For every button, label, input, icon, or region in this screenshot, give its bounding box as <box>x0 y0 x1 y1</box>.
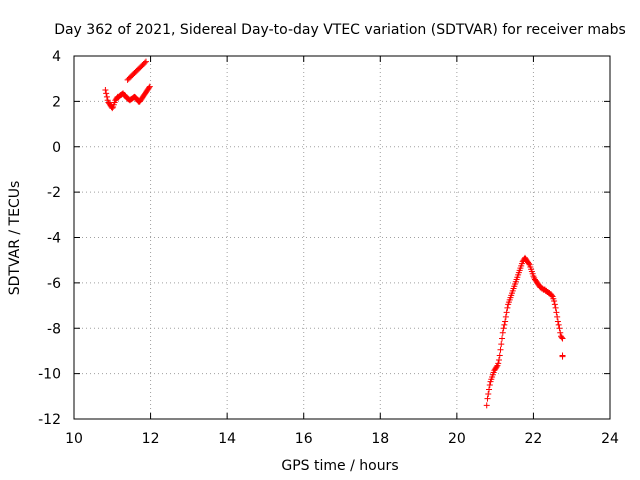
data-point <box>559 352 566 359</box>
x-tick-label: 10 <box>65 431 83 447</box>
y-tick-label: 4 <box>52 49 61 65</box>
data-point <box>109 105 116 112</box>
y-tick-label: -12 <box>38 412 61 428</box>
data-point <box>558 334 565 341</box>
data-point <box>495 360 502 367</box>
data-point <box>146 84 153 91</box>
data-point <box>103 93 110 100</box>
data-point <box>493 363 500 370</box>
data-point <box>483 402 490 409</box>
x-tick-label: 12 <box>142 431 160 447</box>
data-point <box>554 318 561 325</box>
data-point <box>504 304 511 311</box>
data-point <box>551 301 558 308</box>
data-point <box>141 59 148 66</box>
data-point <box>499 329 506 336</box>
data-point <box>525 260 532 267</box>
x-tick-label: 18 <box>371 431 389 447</box>
data-point <box>551 298 558 305</box>
data-points <box>102 58 566 409</box>
data-point <box>103 90 110 97</box>
data-point <box>500 325 507 332</box>
y-tick-label: -10 <box>38 367 61 383</box>
data-point <box>484 395 491 402</box>
x-tick-label: 22 <box>525 431 543 447</box>
data-point <box>497 346 504 353</box>
data-point <box>102 87 109 94</box>
data-point <box>498 341 505 348</box>
data-point <box>552 304 559 311</box>
data-point <box>495 357 502 364</box>
y-tick-label: -8 <box>47 321 61 337</box>
data-point <box>555 321 562 328</box>
x-tick-label: 24 <box>601 431 619 447</box>
data-point <box>553 309 560 316</box>
y-axis-label: SDTVAR / TECUs <box>7 181 23 296</box>
y-tick-label: -6 <box>47 276 61 292</box>
x-tick-label: 20 <box>448 431 466 447</box>
data-point <box>557 329 564 336</box>
data-point <box>556 325 563 332</box>
y-tick-label: 2 <box>52 94 61 110</box>
data-point <box>501 321 508 328</box>
data-point <box>142 58 149 65</box>
x-tick-label: 16 <box>295 431 313 447</box>
data-point <box>502 313 509 320</box>
data-point <box>496 352 503 359</box>
x-tick-label: 14 <box>218 431 236 447</box>
data-point <box>485 391 492 398</box>
y-tick-label: -4 <box>47 231 61 247</box>
data-point <box>548 292 555 299</box>
data-point <box>499 335 506 342</box>
grid <box>74 56 610 419</box>
y-tick-label: 0 <box>52 140 61 156</box>
data-point <box>486 386 493 393</box>
data-point <box>554 313 561 320</box>
data-point <box>486 381 493 388</box>
data-point <box>502 318 509 325</box>
data-point <box>146 83 153 90</box>
chart-title: Day 362 of 2021, Sidereal Day-to-day VTE… <box>54 22 626 38</box>
data-point <box>559 335 566 342</box>
x-axis-label: GPS time / hours <box>281 458 398 474</box>
y-tick-label: -2 <box>47 185 61 201</box>
data-point <box>503 309 510 316</box>
